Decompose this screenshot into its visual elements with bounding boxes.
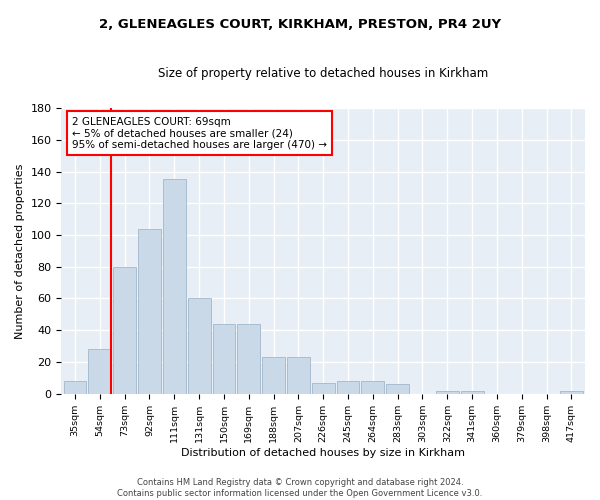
Bar: [212, 324, 235, 394]
Bar: [386, 384, 409, 394]
Title: Size of property relative to detached houses in Kirkham: Size of property relative to detached ho…: [158, 68, 488, 80]
Bar: [262, 357, 285, 394]
Bar: [138, 228, 161, 394]
Bar: [238, 324, 260, 394]
Text: 2 GLENEAGLES COURT: 69sqm
← 5% of detached houses are smaller (24)
95% of semi-d: 2 GLENEAGLES COURT: 69sqm ← 5% of detach…: [72, 116, 327, 150]
Bar: [287, 357, 310, 394]
Bar: [461, 390, 484, 394]
Y-axis label: Number of detached properties: Number of detached properties: [15, 163, 25, 338]
Bar: [312, 382, 335, 394]
Bar: [163, 180, 186, 394]
Bar: [188, 298, 211, 394]
Bar: [113, 267, 136, 394]
Bar: [436, 390, 458, 394]
Bar: [88, 350, 111, 394]
Text: 2, GLENEAGLES COURT, KIRKHAM, PRESTON, PR4 2UY: 2, GLENEAGLES COURT, KIRKHAM, PRESTON, P…: [99, 18, 501, 30]
Bar: [337, 381, 359, 394]
Text: Contains HM Land Registry data © Crown copyright and database right 2024.
Contai: Contains HM Land Registry data © Crown c…: [118, 478, 482, 498]
X-axis label: Distribution of detached houses by size in Kirkham: Distribution of detached houses by size …: [181, 448, 465, 458]
Bar: [560, 390, 583, 394]
Bar: [361, 381, 384, 394]
Bar: [64, 381, 86, 394]
